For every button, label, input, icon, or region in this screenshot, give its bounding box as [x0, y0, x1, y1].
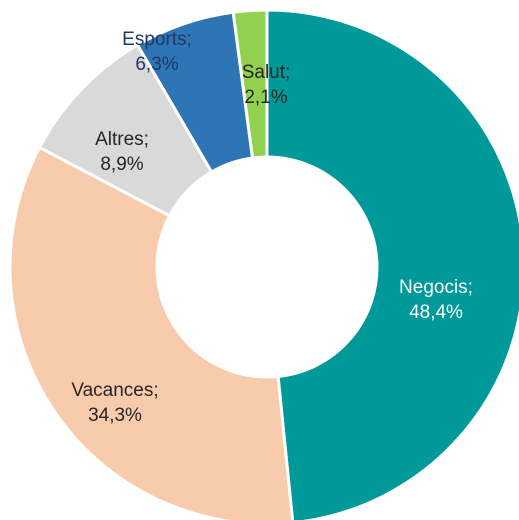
donut-slice [265, 8, 519, 520]
data-label: 34,3% [88, 405, 142, 426]
category-label: Vacances; [71, 380, 158, 401]
data-label: 8,9% [100, 154, 143, 175]
category-label: Esports; [122, 29, 192, 50]
category-label: Negocis; [399, 277, 473, 298]
donut-slice [8, 145, 295, 520]
data-label: 6,3% [135, 54, 178, 75]
data-label: 2,1% [244, 87, 287, 108]
category-label: Salut; [242, 62, 291, 83]
donut-slice [231, 8, 269, 160]
category-label: Altres; [95, 129, 149, 150]
data-label: 48,4% [409, 302, 463, 323]
